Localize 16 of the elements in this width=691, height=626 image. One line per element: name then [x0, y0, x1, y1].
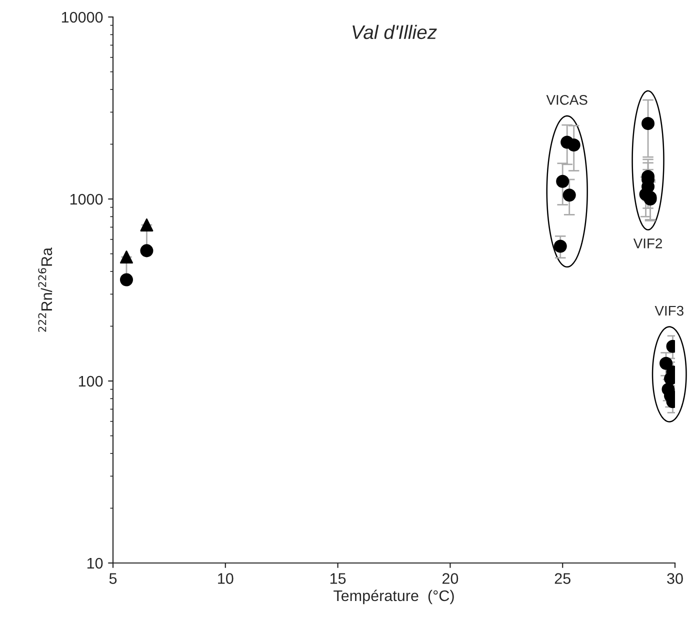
annotation: VIF2 [633, 238, 662, 248]
annotation: VIF3 [654, 306, 684, 316]
x-tick-label: 5 [109, 573, 117, 584]
x-tick-label: 20 [442, 573, 458, 584]
y-tick-label: 10 [87, 558, 103, 569]
x-tick-label: 30 [667, 573, 683, 584]
chart-title: Val d'Illiez [352, 24, 437, 40]
x-axis-title: Température (°C) [334, 590, 454, 604]
x-tick-label: 15 [330, 573, 346, 584]
annotation: VICAS [546, 94, 588, 105]
x-tick-label: 10 [218, 573, 234, 584]
x-tick-label: 25 [554, 573, 570, 584]
y-tick-label: 100 [78, 376, 103, 387]
y-tick-label: 1000 [70, 194, 103, 205]
y-axis-title: $^{222}$Rn/$^{226}$Ra [38, 247, 52, 332]
y-tick-label: 10000 [62, 12, 103, 23]
